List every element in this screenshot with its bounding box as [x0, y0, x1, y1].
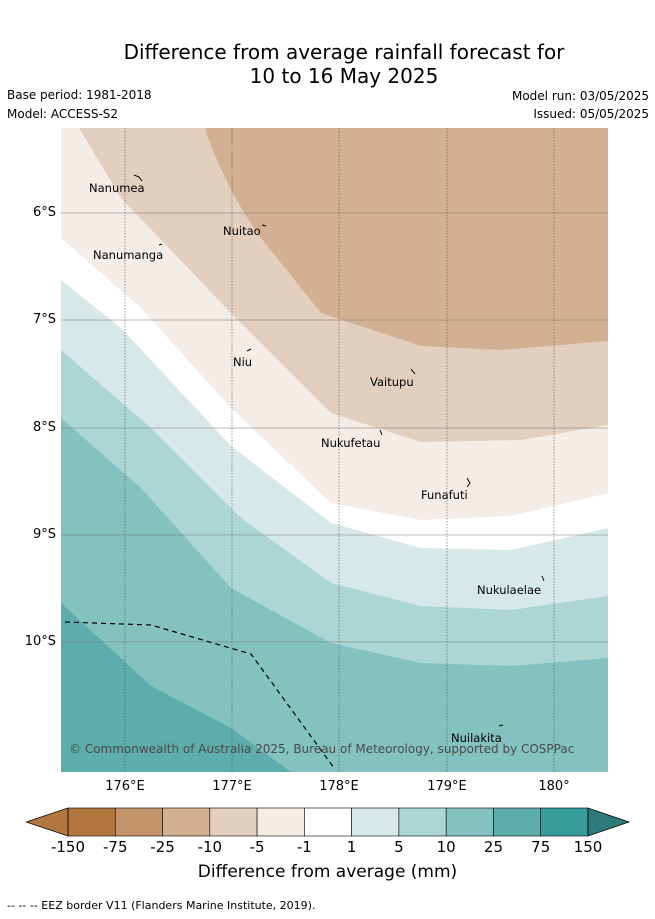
colorbar-cell	[162, 807, 211, 837]
colorbar-tick-label: -10	[197, 838, 223, 856]
rainfall-map: Nanumea Nuitao Nanumanga Niu Vaitupu Nuk…	[61, 128, 608, 772]
lat-tick-9s: 9°S	[32, 527, 56, 542]
contour-layer	[61, 128, 608, 772]
map-title: Difference from average rainfall forecas…	[0, 40, 655, 88]
colorbar-tick-label: -25	[150, 838, 175, 856]
place-label-nanumea: Nanumea	[89, 181, 145, 195]
issued-date: Issued: 05/05/2025	[533, 107, 649, 121]
colorbar-cell	[493, 807, 542, 837]
colorbar-tick-label: 10	[436, 838, 456, 856]
colorbar	[26, 807, 631, 837]
place-label-vaitupu: Vaitupu	[370, 375, 414, 389]
lat-tick-10s: 10°S	[24, 634, 56, 649]
place-label-niu: Niu	[233, 355, 253, 369]
colorbar-tick-label: 5	[394, 838, 404, 856]
colorbar-tick-label: 75	[531, 838, 551, 856]
lon-tick-178e: 178°E	[319, 779, 359, 794]
place-label-nanumanga: Nanumanga	[93, 248, 164, 262]
band-10-to-25	[61, 418, 608, 772]
colorbar-tick-label: -75	[103, 838, 128, 856]
model-name: Model: ACCESS-S2	[7, 107, 119, 121]
colorbar-tick-label: 150	[573, 838, 603, 856]
colorbar-cell	[114, 807, 163, 837]
model-run: Model run: 03/05/2025	[511, 89, 649, 103]
colorbar-over-arrow	[587, 807, 631, 837]
colorbar-cell	[351, 807, 400, 837]
base-period: Base period: 1981-2018	[7, 88, 152, 102]
colorbar-title: Difference from average (mm)	[197, 862, 458, 882]
lon-tick-176e: 176°E	[105, 779, 145, 794]
eez-border	[64, 621, 335, 769]
colorbar-under-arrow	[26, 807, 69, 837]
lat-tick-6s: 6°S	[32, 205, 56, 220]
eez-legend: -- -- -- EEZ border V11 (Flanders Marine…	[7, 899, 316, 912]
colorbar-cell	[540, 807, 589, 837]
lon-tick-179e: 179°E	[427, 779, 467, 794]
colorbar-cell	[67, 807, 116, 837]
lat-tick-7s: 7°S	[32, 312, 56, 327]
islands	[133, 174, 545, 727]
place-label-nukulaelae: Nukulaelae	[477, 583, 542, 597]
colorbar-cell	[445, 807, 494, 837]
lon-tick-177e: 177°E	[212, 779, 252, 794]
band-25-to-75	[61, 603, 291, 772]
colorbar-tick-label: -150	[50, 838, 86, 856]
colorbar-cell	[304, 807, 352, 837]
colorbar-cell	[256, 807, 305, 837]
title-line-2: 10 to 16 May 2025	[249, 64, 439, 88]
lon-tick-180: 180°	[538, 779, 570, 794]
place-label-nukufetau: Nukufetau	[321, 436, 381, 450]
colorbar-tick-label: -5	[249, 838, 265, 856]
graticule	[124, 128, 555, 772]
colorbar-tick-label: 1	[346, 838, 357, 856]
colorbar-cell	[398, 807, 447, 837]
place-label-nuilakita: Nuilakita	[451, 731, 502, 745]
place-label-funafuti: Funafuti	[421, 488, 468, 502]
lat-tick-8s: 8°S	[32, 420, 56, 435]
colorbar-tick-label: -1	[296, 838, 312, 856]
colorbar-cell	[209, 807, 258, 837]
place-label-nuitao: Nuitao	[223, 224, 261, 238]
title-line-1: Difference from average rainfall forecas…	[123, 40, 565, 64]
copyright-notice: © Commonwealth of Australia 2025, Bureau…	[69, 742, 575, 756]
colorbar-tick-label: 25	[483, 838, 503, 856]
